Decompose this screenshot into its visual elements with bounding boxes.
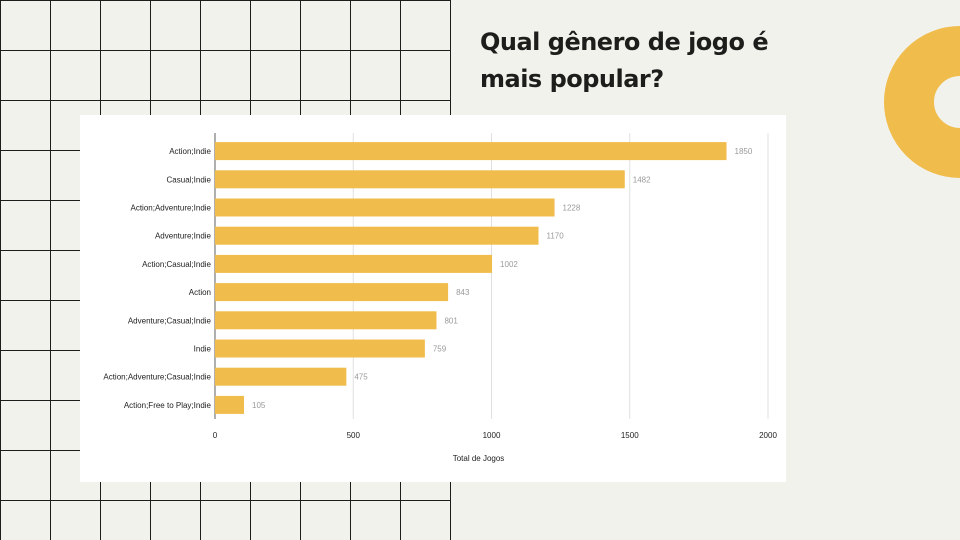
data-label: 801 xyxy=(444,316,458,325)
x-axis-title: Total de Jogos xyxy=(453,454,505,463)
ring-arc xyxy=(884,26,960,178)
bar xyxy=(215,198,555,217)
category-label: Adventure;Casual;Indie xyxy=(128,316,212,325)
bar xyxy=(215,254,493,273)
data-label: 1170 xyxy=(547,232,565,241)
bar xyxy=(215,283,449,302)
bar xyxy=(215,339,425,358)
category-label: Action;Free to Play;Indie xyxy=(124,401,212,410)
x-tick-label: 500 xyxy=(347,431,361,440)
data-label: 1228 xyxy=(563,204,581,213)
chart-card: Action;Indie 1850 Casual;Indie 1482 Action;A… xyxy=(80,115,786,482)
x-tick-label: 0 xyxy=(213,431,218,440)
category-label: Action;Adventure;Indie xyxy=(131,204,212,213)
category-label: Action;Casual;Indie xyxy=(142,260,211,269)
bar xyxy=(215,226,539,245)
data-label: 1002 xyxy=(500,260,518,269)
data-label: 1850 xyxy=(735,147,753,156)
bar xyxy=(215,395,245,414)
x-tick-label: 2000 xyxy=(759,431,777,440)
data-label: 475 xyxy=(354,373,368,382)
category-label: Action;Indie xyxy=(169,147,211,156)
x-tick-label: 1000 xyxy=(483,431,501,440)
bar xyxy=(215,170,625,189)
category-label: Adventure;Indie xyxy=(155,232,212,241)
data-label: 1482 xyxy=(633,175,651,184)
bar xyxy=(215,367,347,386)
bar xyxy=(215,311,437,330)
bar-chart: Action;Indie 1850 Casual;Indie 1482 Action;A… xyxy=(103,133,777,463)
category-label: Indie xyxy=(194,345,212,354)
bar xyxy=(215,142,727,161)
category-label: Action xyxy=(189,288,211,297)
data-label: 105 xyxy=(252,401,266,410)
data-label: 843 xyxy=(456,288,470,297)
category-label: Action;Adventure;Casual;Indie xyxy=(103,373,211,382)
data-label: 759 xyxy=(433,345,447,354)
x-tick-label: 1500 xyxy=(621,431,639,440)
category-label: Casual;Indie xyxy=(167,175,212,184)
slide-title: Qual gênero de jogo é mais popular? xyxy=(480,28,769,93)
